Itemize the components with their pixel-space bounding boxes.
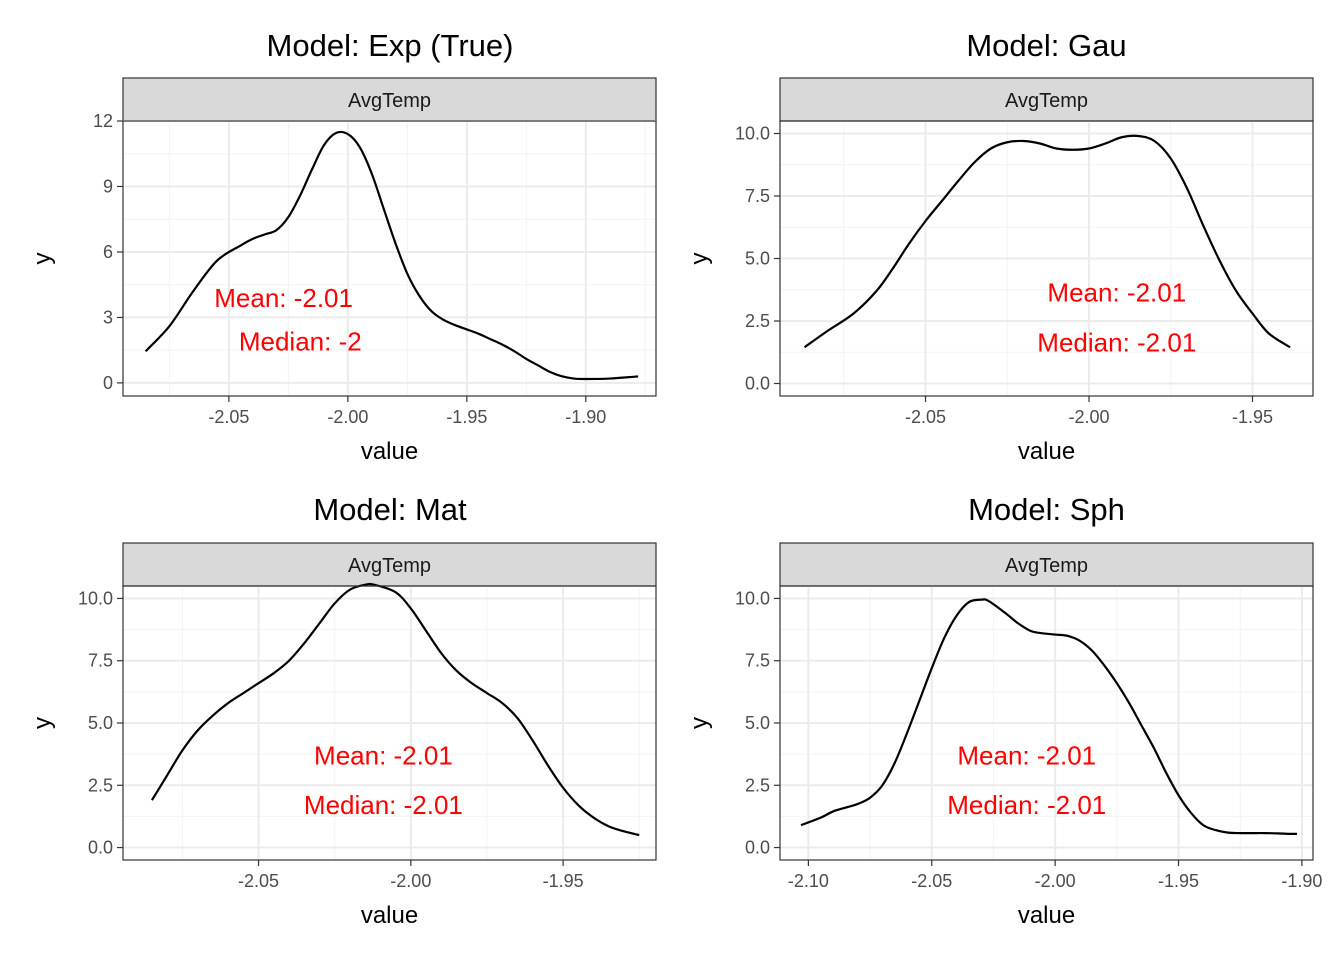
annotation-label: Median: -2.01 bbox=[304, 790, 463, 820]
annotation-label: Mean: -2.01 bbox=[314, 740, 453, 770]
grid bbox=[123, 586, 656, 860]
x-tick-label: -2.05 bbox=[208, 407, 249, 427]
x-tick-label: -2.10 bbox=[788, 871, 829, 891]
annotations: Mean: -2.01 Median: -2.01 bbox=[1037, 277, 1196, 357]
annotations: Mean: -2.01 Median: -2.01 bbox=[947, 740, 1106, 820]
y-tick-label: 9 bbox=[103, 176, 113, 196]
y-tick-label: 0.0 bbox=[88, 838, 113, 858]
y-tick-label: 12 bbox=[93, 111, 113, 131]
y-tick-label: 2.5 bbox=[88, 775, 113, 795]
y-tick-label: 2.5 bbox=[745, 775, 770, 795]
x-axis-title: value bbox=[1018, 438, 1075, 465]
y-tick-label: 7.5 bbox=[745, 186, 770, 206]
y-axis-title: y bbox=[29, 253, 56, 265]
facet-exp: Model: Exp (True) AvgTemp Mean: -2.01 Med… bbox=[29, 28, 657, 465]
y-tick-label: 5.0 bbox=[745, 249, 770, 269]
facet-sph: Model: Sph AvgTemp Mean: -2.01 Median: -2… bbox=[686, 492, 1322, 929]
strip-label: AvgTemp bbox=[348, 90, 431, 112]
axis-ticks: -2.10 -2.05 -2.00 -1.95 -1.90 0.0 2.5 5.0 7.5 10.… bbox=[735, 588, 1322, 891]
x-tick-label: -1.95 bbox=[1232, 407, 1273, 427]
x-tick-label: -2.00 bbox=[1035, 871, 1076, 891]
x-tick-label: -2.05 bbox=[905, 407, 946, 427]
y-tick-label: 0.0 bbox=[745, 838, 770, 858]
y-tick-label: 10.0 bbox=[735, 124, 770, 144]
grid bbox=[123, 120, 656, 396]
strip-label: AvgTemp bbox=[1005, 555, 1088, 577]
y-tick-label: 0.0 bbox=[745, 374, 770, 394]
y-tick-label: 3 bbox=[103, 307, 113, 327]
x-tick-label: -1.95 bbox=[1158, 871, 1199, 891]
annotation-label: Median: -2 bbox=[239, 326, 362, 356]
x-axis-title: value bbox=[361, 438, 418, 465]
x-tick-label: -1.95 bbox=[446, 407, 487, 427]
panel-title: Model: Sph bbox=[968, 492, 1125, 527]
panel-border bbox=[122, 120, 657, 397]
grid bbox=[780, 121, 1313, 396]
x-tick-label: -2.00 bbox=[390, 871, 431, 891]
axis-ticks: -2.05 -2.00 -1.95 0.0 2.5 5.0 7.5 10.0 bbox=[78, 588, 584, 891]
density-curve bbox=[800, 598, 1297, 835]
density-curve bbox=[150, 582, 640, 837]
density-curve bbox=[803, 134, 1291, 349]
x-axis-title: value bbox=[1018, 902, 1075, 929]
density-curve bbox=[144, 130, 639, 381]
y-axis-title: y bbox=[686, 253, 713, 265]
annotation-label: Mean: -2.01 bbox=[957, 740, 1096, 770]
x-tick-label: -1.90 bbox=[1281, 871, 1322, 891]
annotation-label: Median: -2.01 bbox=[947, 790, 1106, 820]
y-tick-label: 5.0 bbox=[88, 713, 113, 733]
y-axis-title: y bbox=[686, 717, 713, 729]
axis-ticks: -2.05 -2.00 -1.95 0.0 2.5 5.0 7.5 10.0 bbox=[735, 124, 1273, 428]
y-tick-label: 7.5 bbox=[88, 651, 113, 671]
annotations: Mean: -2.01 Median: -2.01 bbox=[304, 740, 463, 820]
y-tick-label: 5.0 bbox=[745, 713, 770, 733]
strip-background bbox=[779, 77, 1314, 122]
annotations: Mean: -2.01 Median: -2 bbox=[214, 283, 361, 357]
y-axis-title: y bbox=[29, 717, 56, 729]
grid bbox=[780, 586, 1313, 860]
strip-label: AvgTemp bbox=[348, 555, 431, 577]
x-tick-label: -1.95 bbox=[543, 871, 584, 891]
panel-title: Model: Exp (True) bbox=[267, 28, 514, 63]
facet-mat: Model: Mat AvgTemp Mean: -2.01 Median: -2… bbox=[29, 492, 657, 929]
annotation-label: Mean: -2.01 bbox=[214, 283, 353, 313]
y-tick-label: 2.5 bbox=[745, 311, 770, 331]
y-tick-label: 7.5 bbox=[745, 651, 770, 671]
x-tick-label: -2.00 bbox=[1068, 407, 1109, 427]
strip-label: AvgTemp bbox=[1005, 90, 1088, 112]
annotation-label: Median: -2.01 bbox=[1037, 327, 1196, 357]
panel-title: Model: Mat bbox=[313, 492, 467, 527]
x-tick-label: -2.00 bbox=[327, 407, 368, 427]
axis-ticks: -2.05 -2.00 -1.95 -1.90 0 3 6 9 12 bbox=[93, 111, 606, 427]
panel-title: Model: Gau bbox=[966, 28, 1126, 63]
annotation-label: Mean: -2.01 bbox=[1047, 277, 1186, 307]
strip-background bbox=[122, 542, 657, 587]
x-tick-label: -1.90 bbox=[565, 407, 606, 427]
y-tick-label: 10.0 bbox=[735, 588, 770, 608]
x-tick-label: -2.05 bbox=[911, 871, 952, 891]
x-axis-title: value bbox=[361, 902, 418, 929]
x-tick-label: -2.05 bbox=[238, 871, 279, 891]
y-tick-label: 10.0 bbox=[78, 588, 113, 608]
y-tick-label: 0 bbox=[103, 373, 113, 393]
y-tick-label: 6 bbox=[103, 242, 113, 262]
facet-gau: Model: Gau AvgTemp Mean: -2.01 Median: -2… bbox=[686, 28, 1314, 465]
